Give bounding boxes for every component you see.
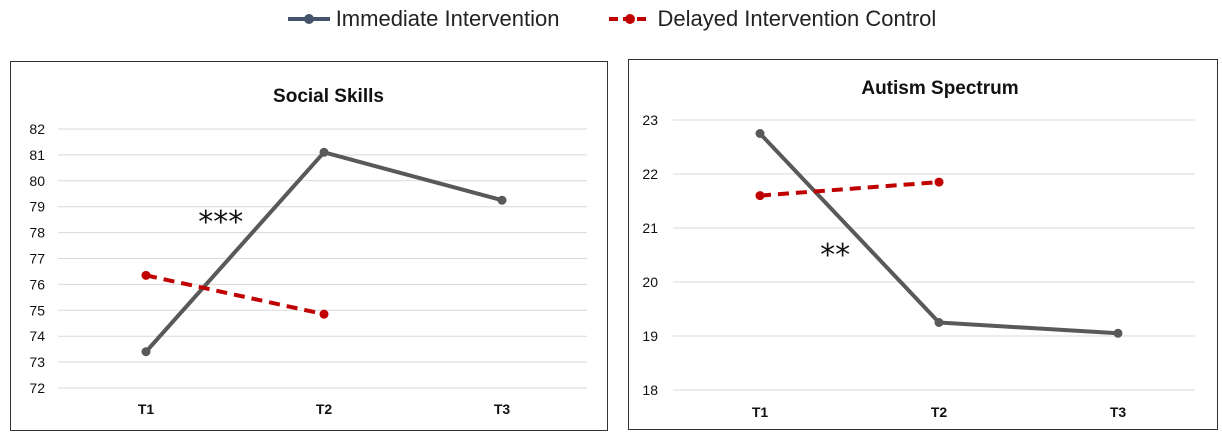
autism-spectrum-y-tick-label: 23 [642, 112, 658, 128]
autism-spectrum-y-tick-label: 18 [642, 382, 658, 398]
social-skills-y-tick-label: 74 [29, 328, 45, 344]
social-skills-y-tick-label: 75 [29, 302, 45, 318]
chart-legend: Immediate Intervention Delayed Intervent… [0, 4, 1222, 34]
autism-spectrum-x-tick-label: T1 [752, 404, 769, 420]
social-skills-y-tick-label: 72 [29, 380, 45, 396]
social-skills-point-immediate-intervention [141, 347, 151, 357]
autism-spectrum-x-tick-label: T3 [1110, 404, 1127, 420]
autism-spectrum-point-immediate-intervention [1113, 328, 1123, 338]
autism-spectrum-series-line-delayed-intervention-control [759, 180, 940, 198]
autism-spectrum-title: Autism Spectrum [861, 78, 1018, 99]
autism-spectrum-y-tick-label: 19 [642, 328, 658, 344]
legend-label-delayed: Delayed Intervention Control [657, 6, 937, 31]
social-skills-y-tick-label: 79 [29, 199, 45, 215]
social-skills-x-tick-label: T2 [316, 401, 333, 417]
social-skills-series-line-immediate-intervention [144, 150, 503, 354]
autism-spectrum-y-tick-label: 20 [642, 274, 658, 290]
social-skills-chart: Social Skills 72 73 74 75 76 77 78 79 80 81 82 T1 T2 T… [29, 86, 587, 417]
social-skills-y-tick-label: 82 [29, 121, 45, 137]
social-skills-title: Social Skills [273, 86, 384, 107]
legend-label-immediate: Immediate Intervention [335, 6, 560, 31]
autism-spectrum-series-line-immediate-intervention [758, 132, 1119, 336]
autism-spectrum-point-delayed-intervention-control [755, 191, 765, 201]
social-skills-x-tick-label: T1 [138, 401, 155, 417]
social-skills-point-delayed-intervention-control [319, 309, 329, 319]
autism-spectrum-y-tick-label: 21 [642, 220, 658, 236]
legend-item-delayed: Delayed Intervention Control [607, 6, 936, 32]
social-skills-y-tick-label: 77 [29, 251, 45, 267]
social-skills-series-line-delayed-intervention-control [145, 273, 325, 317]
social-skills-point-immediate-intervention [319, 147, 329, 157]
autism-spectrum-y-tick-label: 22 [642, 166, 658, 182]
social-skills-y-tick-label: 73 [29, 354, 45, 370]
social-skills-y-tick-label: 80 [29, 173, 45, 189]
social-skills-x-tick-label: T3 [494, 401, 511, 417]
autism-spectrum-chart-panel: Autism Spectrum 18 19 20 21 22 23 T1 T2 T3 ** [628, 59, 1218, 430]
social-skills-point-delayed-intervention-control [141, 270, 151, 280]
autism-spectrum-point-immediate-intervention [755, 129, 765, 138]
social-skills-chart-panel: Social Skills 72 73 74 75 76 77 78 79 80 81 82 T1 T2 T… [10, 61, 608, 431]
social-skills-y-tick-label: 81 [29, 147, 45, 163]
legend-item-immediate: Immediate Intervention [286, 6, 560, 32]
autism-spectrum-x-tick-label: T2 [931, 404, 948, 420]
autism-spectrum-significance-annotation: ** [820, 238, 850, 273]
social-skills-point-immediate-intervention [497, 195, 507, 205]
social-skills-y-tick-label: 76 [29, 276, 45, 292]
social-skills-y-tick-label: 78 [29, 225, 45, 241]
legend-swatch-immediate [287, 14, 330, 24]
social-skills-significance-annotation: *** [198, 205, 243, 240]
autism-spectrum-point-delayed-intervention-control [934, 177, 944, 187]
autism-spectrum-chart: Autism Spectrum 18 19 20 21 22 23 T1 T2 T3 ** [642, 78, 1195, 420]
legend-swatch-delayed [609, 14, 652, 24]
autism-spectrum-point-immediate-intervention [934, 318, 944, 327]
